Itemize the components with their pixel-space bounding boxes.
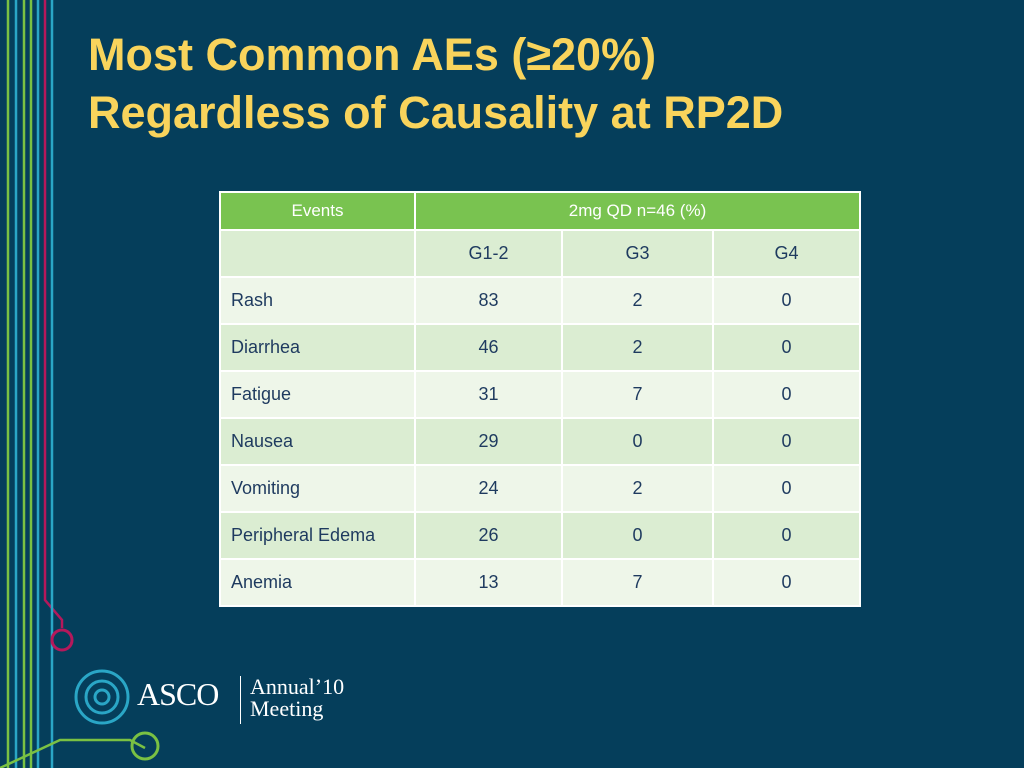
g12-value: 29 — [414, 417, 563, 466]
event-name: Peripheral Edema — [219, 511, 416, 560]
annual-meeting-line-1: Annual’10 — [250, 674, 345, 699]
g12-value: 31 — [414, 370, 563, 419]
table-row: Vomiting 24 2 0 — [219, 464, 862, 513]
g3-value: 0 — [561, 511, 714, 560]
g3-value: 7 — [561, 370, 714, 419]
event-name: Vomiting — [219, 464, 416, 513]
subheader-g12: G1-2 — [414, 229, 563, 278]
slide-title: Most Common AEs (≥20%) Regardless of Cau… — [88, 26, 988, 142]
circuit-node-magenta — [50, 628, 74, 652]
g3-value: 2 — [561, 323, 714, 372]
table-subheader-row: G1-2 G3 G4 — [219, 229, 862, 278]
annual-meeting-logo: Annual’10 Meeting — [250, 676, 344, 720]
event-name: Diarrhea — [219, 323, 416, 372]
g12-value: 46 — [414, 323, 563, 372]
table-row: Diarrhea 46 2 0 — [219, 323, 862, 372]
slide-title-line-1: Most Common AEs (≥20%) — [88, 29, 657, 80]
g12-value: 83 — [414, 276, 563, 325]
asco-logo-text: ASCO — [137, 676, 219, 712]
g4-value: 0 — [711, 511, 862, 560]
g3-value: 2 — [561, 464, 714, 513]
g4-value: 0 — [711, 417, 862, 466]
slide-title-line-2: Regardless of Causality at RP2D — [88, 87, 784, 138]
event-name: Nausea — [219, 417, 416, 466]
event-name: Rash — [219, 276, 416, 325]
g12-value: 24 — [414, 464, 563, 513]
event-name: Fatigue — [219, 370, 416, 419]
subheader-g3: G3 — [561, 229, 714, 278]
g3-value: 0 — [561, 417, 714, 466]
g3-value: 7 — [561, 558, 714, 607]
asco-target-icon — [74, 669, 130, 725]
header-events: Events — [219, 191, 416, 231]
table-row: Peripheral Edema 26 0 0 — [219, 511, 862, 560]
table-row: Nausea 29 0 0 — [219, 417, 862, 466]
circuit-node-green — [130, 731, 160, 761]
g4-value: 0 — [711, 323, 862, 372]
logo-divider — [240, 676, 241, 724]
table-header-row: Events 2mg QD n=46 (%) — [219, 191, 862, 231]
g12-value: 13 — [414, 558, 563, 607]
subheader-g4: G4 — [711, 229, 862, 278]
annual-meeting-line-2: Meeting — [250, 696, 324, 721]
g4-value: 0 — [711, 276, 862, 325]
table-row: Fatigue 31 7 0 — [219, 370, 862, 419]
subheader-empty-cell — [219, 229, 416, 278]
adverse-events-table: Events 2mg QD n=46 (%) G1-2 G3 G4 Rash 8… — [219, 191, 862, 607]
g12-value: 26 — [414, 511, 563, 560]
g3-value: 2 — [561, 276, 714, 325]
table-row: Rash 83 2 0 — [219, 276, 862, 325]
event-name: Anemia — [219, 558, 416, 607]
g4-value: 0 — [711, 370, 862, 419]
g4-value: 0 — [711, 464, 862, 513]
header-dose-group: 2mg QD n=46 (%) — [413, 191, 862, 231]
g4-value: 0 — [711, 558, 862, 607]
table-row: Anemia 13 7 0 — [219, 558, 862, 607]
